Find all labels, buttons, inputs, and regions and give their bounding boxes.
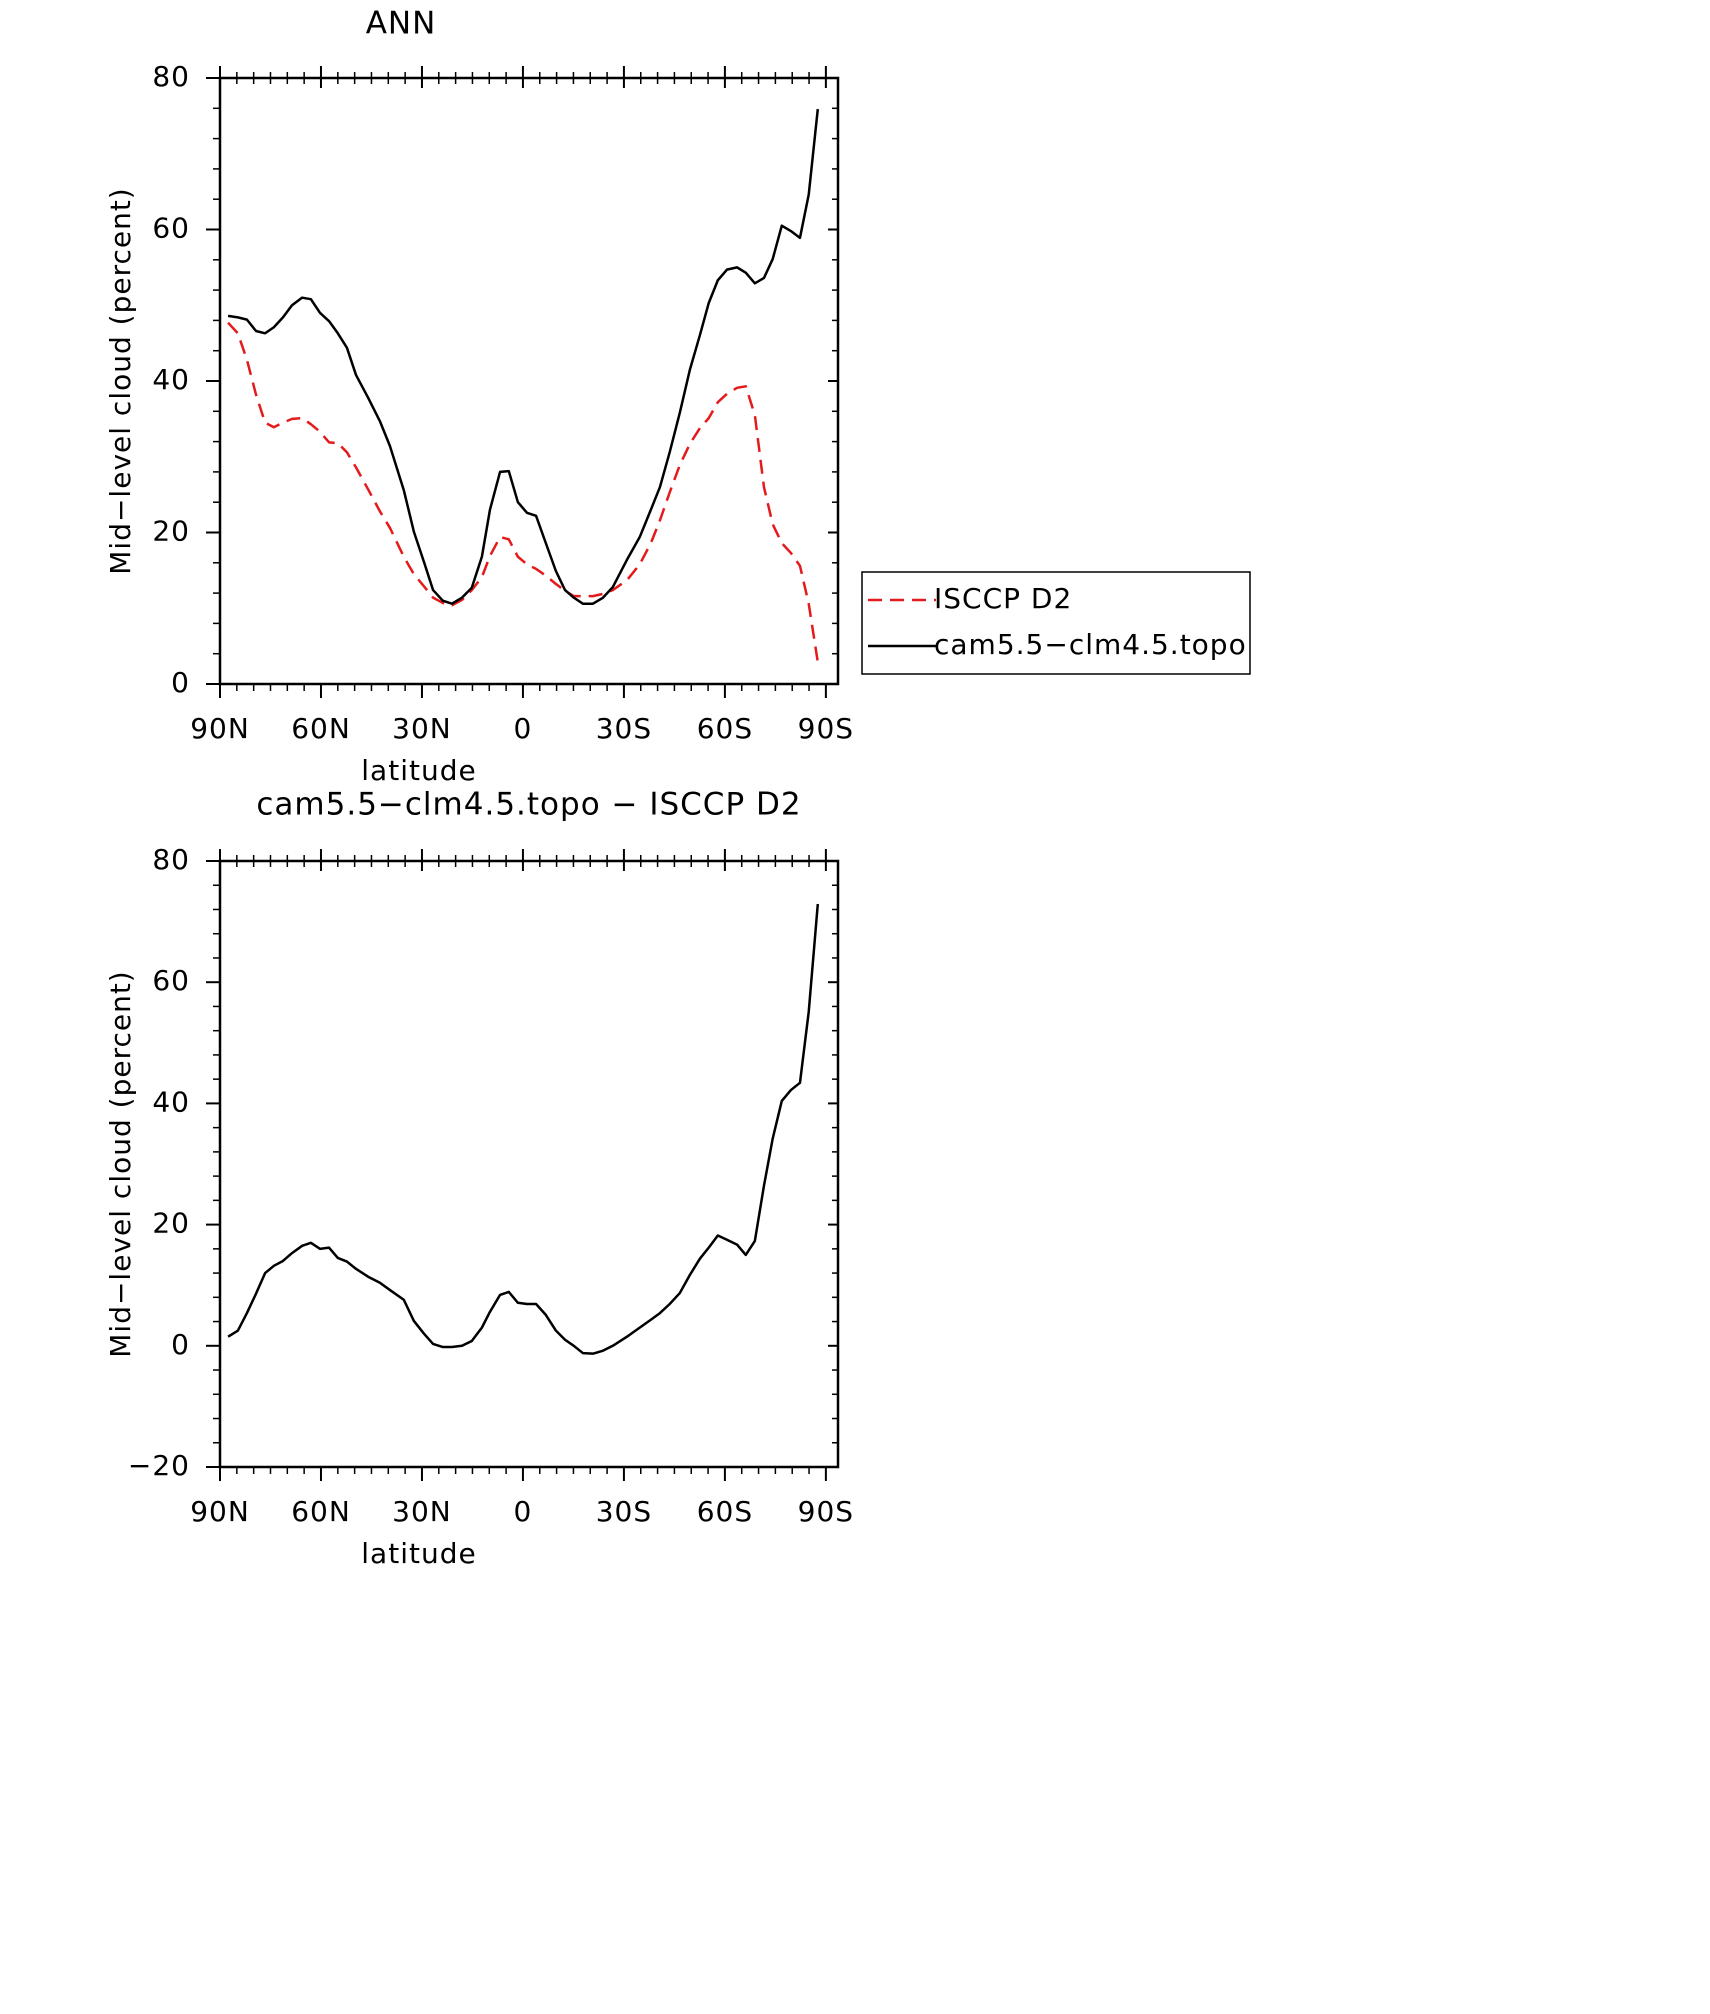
y-tick-label: 20 [152,515,190,548]
x-tick-label: 30S [596,712,652,745]
y-tick-label: 20 [152,1207,190,1240]
x-tick-label: 60S [697,712,753,745]
y-tick-label: −20 [128,1449,190,1482]
legend-label: ISCCP D2 [934,582,1072,615]
x-tick-label: 0 [514,1495,533,1528]
chart-title: cam5.5−clm4.5.topo − ISCCP D2 [256,787,801,823]
x-tick-label: 60N [291,1495,351,1528]
x-axis-label: latitude [361,754,476,787]
x-tick-label: 90S [798,712,854,745]
y-axis-label: Mid−level cloud (percent) [104,187,137,574]
x-axis-label: latitude [361,1537,476,1570]
y-axis-label: Mid−level cloud (percent) [104,970,137,1357]
x-tick-label: 90N [190,1495,250,1528]
y-tick-label: 40 [152,363,190,396]
data-line [227,321,820,663]
legend-box [861,571,1251,675]
x-tick-label: 90N [190,712,250,745]
y-tick-label: 60 [152,964,190,997]
y-tick-label: 40 [152,1085,190,1118]
x-tick-label: 60S [697,1495,753,1528]
y-tick-label: 80 [152,60,190,93]
x-tick-label: 30N [392,1495,452,1528]
plot-frame [218,859,840,1469]
y-tick-label: 60 [152,212,190,245]
data-line [227,903,820,1355]
chart-title: ANN [366,6,437,42]
plot: 0 20 40 60 80 90N 60N 30N 0 30S 60S 90S ANN latitude M… [104,6,1251,787]
plot: −20 0 20 40 60 80 90N 60N 30N 0 30S 60S 90S cam5.5−cl… [104,787,854,1571]
x-tick-label: 30S [596,1495,652,1528]
x-tick-label: 60N [291,712,351,745]
y-tick-label: 0 [171,666,190,699]
y-tick-label: 0 [171,1328,190,1361]
x-tick-label: 30N [392,712,452,745]
x-tick-label: 0 [514,712,533,745]
plot-frame [218,76,840,686]
y-tick-label: 80 [152,843,190,876]
legend-label: cam5.5−clm4.5.topo [934,628,1247,661]
x-tick-label: 90S [798,1495,854,1528]
data-line [227,108,820,605]
